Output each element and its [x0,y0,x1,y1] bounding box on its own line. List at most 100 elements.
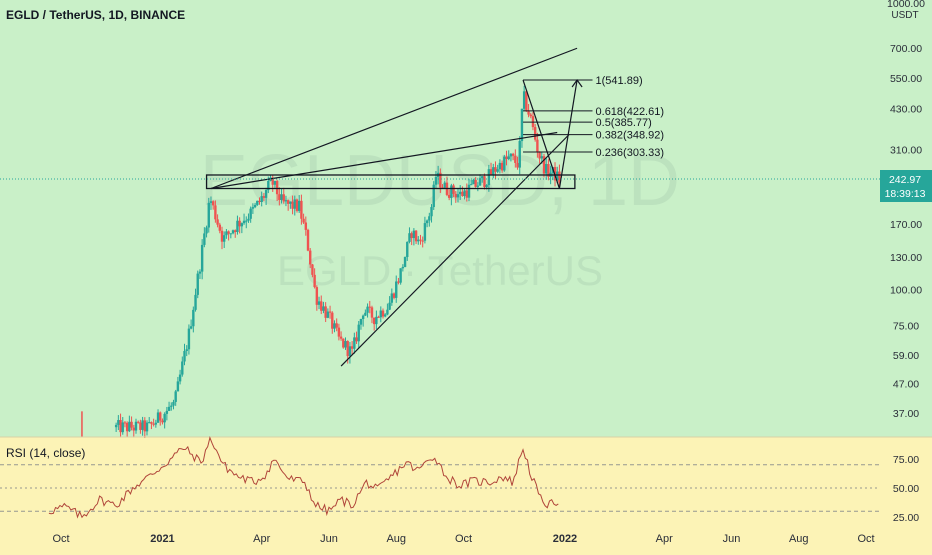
currency-label: USDT [891,10,918,21]
trendline-mid[interactable] [210,131,558,190]
candle-body [395,281,398,298]
candle-body [225,231,228,236]
candle-body [331,312,334,329]
candle-body [187,328,191,350]
candle-body [450,185,453,198]
candle-body [297,200,301,211]
candle-body [306,229,310,251]
candle-body [339,336,343,339]
candle-body [432,184,435,208]
price-tick-label: 75.00 [893,320,919,332]
candle-body [368,306,371,308]
time-axis-bg [0,526,932,550]
candle-body [430,207,433,217]
rsi-tick-label: 75.00 [893,454,919,466]
candle-body [372,317,376,325]
candle-body [531,116,535,128]
candle-body [414,230,418,242]
candle-body [379,310,382,318]
candle-body [216,219,219,225]
price-tick-label: 550.00 [890,73,922,85]
candle-body [461,191,464,197]
time-tick-label: Apr [253,533,270,545]
rsi-pane [0,436,880,519]
candle-body [150,422,153,424]
candle-body [253,204,257,208]
time-axis[interactable]: Oct 2021 Apr Jun Aug Oct 2022 Apr Jun Aug Oct [52,533,874,545]
time-tick-label: Jun [320,533,338,545]
candle-body [320,301,323,311]
candle-body [214,205,217,220]
candle-body [211,201,215,206]
candle-body [311,264,314,275]
candle-body [185,349,188,351]
candle-body [295,199,299,211]
candle-body [377,316,380,318]
candle-body [357,324,360,342]
candle-body [511,153,515,156]
candle-body [247,218,250,221]
candle-body [542,156,546,174]
time-tick-label: 2022 [553,533,577,545]
candle-body [231,230,235,234]
time-tick-label: Aug [789,533,809,545]
price-axis[interactable]: 1000.00 700.00 550.00 430.00 310.00 170.00 130… [887,0,925,420]
price-tick-label: 430.00 [890,104,922,116]
candle-body [317,301,321,305]
candle-body [152,423,155,425]
trendline-upper-channel[interactable] [210,47,578,190]
candle-body [419,239,422,241]
candle-body [421,240,424,242]
candle-body [154,422,158,425]
candle-body [381,310,385,317]
candle-body [207,202,210,228]
candle-body [463,190,466,197]
price-tick-label: 37.00 [893,408,919,420]
trendline-support[interactable] [340,133,570,367]
candle-body [240,223,244,227]
candle-body [209,201,213,203]
candle-body [558,171,561,183]
rsi-tick-label: 25.00 [893,512,919,524]
candle-body [522,91,526,109]
candle-body [165,410,169,414]
candle-body [234,230,237,232]
time-tick-label: Oct [455,533,472,545]
candle-body [205,227,208,234]
candle-body [540,156,543,159]
candle-body [399,268,402,283]
candle-body [403,257,407,267]
candle-body [121,422,124,433]
candle-body [353,337,356,349]
candle-body [337,327,341,337]
candle-body [194,294,197,310]
candle-body [470,184,473,186]
fib-label: 0.5(385.77) [596,117,652,129]
candle-body [361,315,365,319]
candle-body [417,239,420,242]
candle-body [384,314,387,317]
candle-body [489,169,493,175]
candle-body [364,312,367,316]
fib-label: 0.236(303.33) [596,147,665,159]
rsi-axis[interactable]: 75.00 50.00 25.00 [893,454,919,524]
candle-body [220,230,224,242]
candle-body [313,274,316,288]
candle-body [251,207,255,209]
candle-body [556,171,559,181]
candle-body [291,201,294,209]
candle-body [408,233,411,242]
candle-body [503,156,506,171]
candle-body [271,177,274,185]
price-tick-label: 310.00 [890,144,922,156]
candle-body [196,273,199,295]
candle-body [139,422,142,430]
candle-body [273,180,277,185]
candle-body [264,190,268,198]
candle-body [181,361,184,375]
candle-body [328,311,332,313]
candle-body [518,141,521,168]
candle-body [494,167,497,172]
support-zone[interactable] [205,174,576,190]
